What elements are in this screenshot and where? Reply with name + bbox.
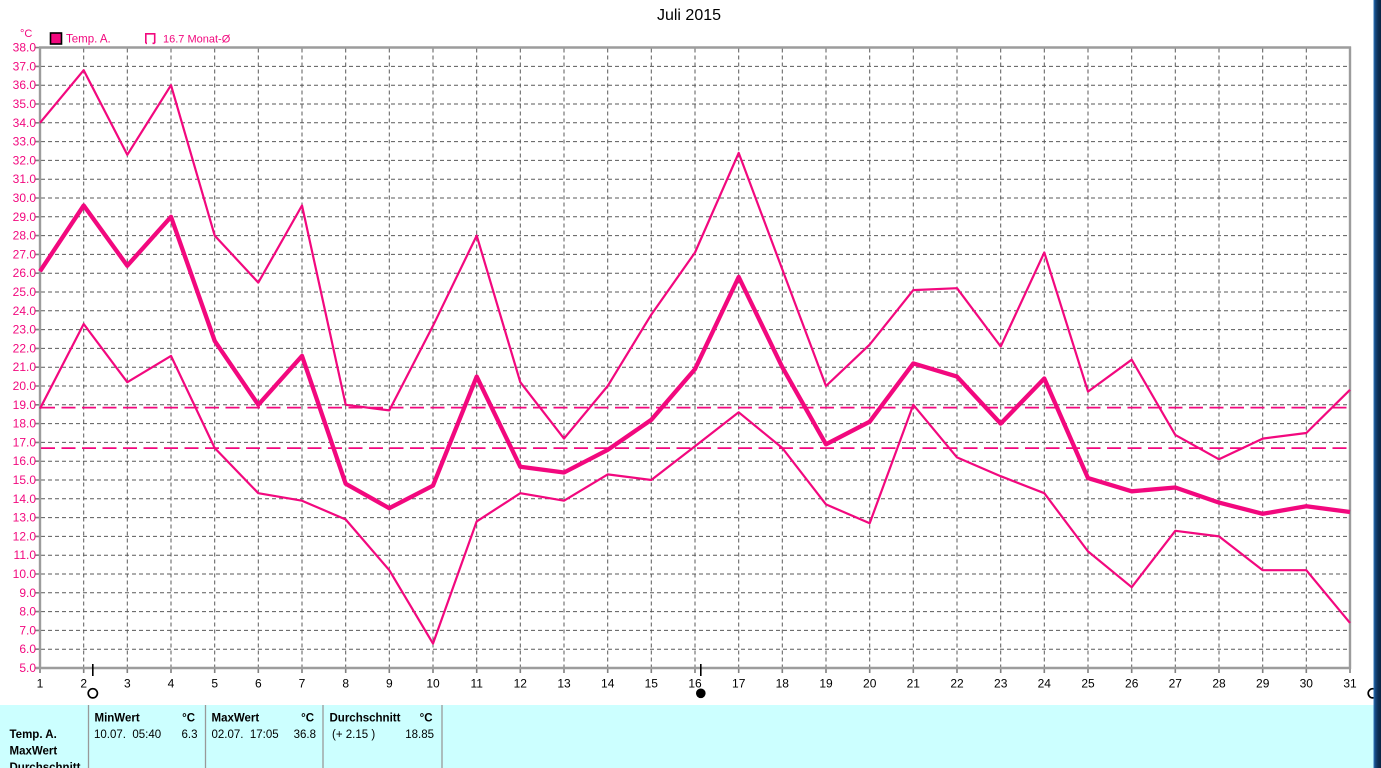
svg-text:8: 8 <box>342 677 349 691</box>
svg-text:26.0: 26.0 <box>13 266 37 280</box>
svg-text:18.85: 18.85 <box>405 729 434 741</box>
svg-text:31: 31 <box>1343 677 1357 691</box>
svg-text:6: 6 <box>255 677 262 691</box>
svg-text:17: 17 <box>732 677 746 691</box>
svg-text:Temp. A.: Temp. A. <box>10 729 57 741</box>
svg-text:°C: °C <box>301 713 314 725</box>
svg-text:29: 29 <box>1256 677 1270 691</box>
svg-text:19: 19 <box>819 677 833 691</box>
svg-text:10.07. 05:40: 10.07. 05:40 <box>94 729 161 741</box>
svg-text:Juli 2015: Juli 2015 <box>657 7 721 24</box>
svg-text:8.0: 8.0 <box>19 605 36 619</box>
svg-text:30.0: 30.0 <box>13 191 37 205</box>
svg-text:37.0: 37.0 <box>13 59 37 73</box>
svg-text:9.0: 9.0 <box>19 586 36 600</box>
svg-text:14: 14 <box>601 677 615 691</box>
svg-text:6.3: 6.3 <box>182 729 198 741</box>
svg-text:32.0: 32.0 <box>13 153 37 167</box>
svg-text:16.7 Monat-Ø: 16.7 Monat-Ø <box>163 34 231 46</box>
svg-text:23: 23 <box>994 677 1008 691</box>
svg-text:6.0: 6.0 <box>19 642 36 656</box>
svg-text:MaxWert: MaxWert <box>212 713 260 725</box>
svg-text:16: 16 <box>688 677 702 691</box>
svg-text:7: 7 <box>299 677 306 691</box>
svg-text:20.0: 20.0 <box>13 379 37 393</box>
svg-text:36.8: 36.8 <box>294 729 316 741</box>
svg-text:11.0: 11.0 <box>14 548 37 562</box>
svg-text:27: 27 <box>1169 677 1183 691</box>
svg-text:24: 24 <box>1038 677 1052 691</box>
svg-text:33.0: 33.0 <box>13 135 37 149</box>
svg-text:22: 22 <box>950 677 964 691</box>
svg-text:10.0: 10.0 <box>13 567 37 581</box>
svg-text:3: 3 <box>124 677 131 691</box>
svg-text:MinWert: MinWert <box>95 713 140 725</box>
svg-text:°C: °C <box>20 28 32 40</box>
svg-text:28.0: 28.0 <box>13 229 37 243</box>
svg-text:11: 11 <box>470 677 483 691</box>
svg-text:7.0: 7.0 <box>19 623 36 637</box>
svg-text:5.0: 5.0 <box>19 661 36 675</box>
svg-text:Durchschnitt: Durchschnitt <box>330 713 401 725</box>
svg-text:Durchschnitt: Durchschnitt <box>10 762 81 768</box>
svg-text:21: 21 <box>907 677 921 691</box>
svg-text:Temp. A.: Temp. A. <box>66 34 111 46</box>
svg-text:10: 10 <box>426 677 440 691</box>
svg-text:9: 9 <box>386 677 393 691</box>
svg-text:4: 4 <box>168 677 175 691</box>
svg-text:1: 1 <box>37 677 44 691</box>
svg-text:15: 15 <box>645 677 659 691</box>
svg-text:02.07. 17:05: 02.07. 17:05 <box>212 729 279 741</box>
svg-text:22.0: 22.0 <box>13 341 37 355</box>
svg-text:36.0: 36.0 <box>13 78 37 92</box>
svg-text:25.0: 25.0 <box>13 285 37 299</box>
svg-text:15.0: 15.0 <box>13 473 37 487</box>
svg-text:5: 5 <box>211 677 218 691</box>
svg-text:26: 26 <box>1125 677 1139 691</box>
svg-text:24.0: 24.0 <box>13 304 37 318</box>
svg-text:21.0: 21.0 <box>13 360 37 374</box>
svg-text:13.0: 13.0 <box>13 511 37 525</box>
svg-text:18: 18 <box>776 677 790 691</box>
svg-text:12.0: 12.0 <box>13 529 37 543</box>
svg-text:(+ 2.15 ): (+ 2.15 ) <box>332 729 375 741</box>
svg-text:35.0: 35.0 <box>13 97 37 111</box>
svg-text:25: 25 <box>1081 677 1095 691</box>
svg-text:34.0: 34.0 <box>13 116 37 130</box>
svg-text:31.0: 31.0 <box>13 172 37 186</box>
svg-text:17.0: 17.0 <box>13 435 37 449</box>
svg-text:28: 28 <box>1212 677 1226 691</box>
svg-text:16.0: 16.0 <box>13 454 37 468</box>
svg-text:19.0: 19.0 <box>13 398 37 412</box>
svg-text:°C: °C <box>420 713 433 725</box>
svg-text:23.0: 23.0 <box>13 323 37 337</box>
svg-text:13: 13 <box>557 677 571 691</box>
svg-text:30: 30 <box>1300 677 1314 691</box>
svg-text:38.0: 38.0 <box>13 41 37 55</box>
svg-text:29.0: 29.0 <box>13 210 37 224</box>
svg-text:27.0: 27.0 <box>13 247 37 261</box>
svg-text:20: 20 <box>863 677 877 691</box>
svg-text:14.0: 14.0 <box>13 492 37 506</box>
svg-text:2: 2 <box>80 677 87 691</box>
svg-text:MaxWert: MaxWert <box>10 746 58 758</box>
svg-text:12: 12 <box>514 677 528 691</box>
svg-text:°C: °C <box>182 713 195 725</box>
svg-text:18.0: 18.0 <box>13 417 37 431</box>
